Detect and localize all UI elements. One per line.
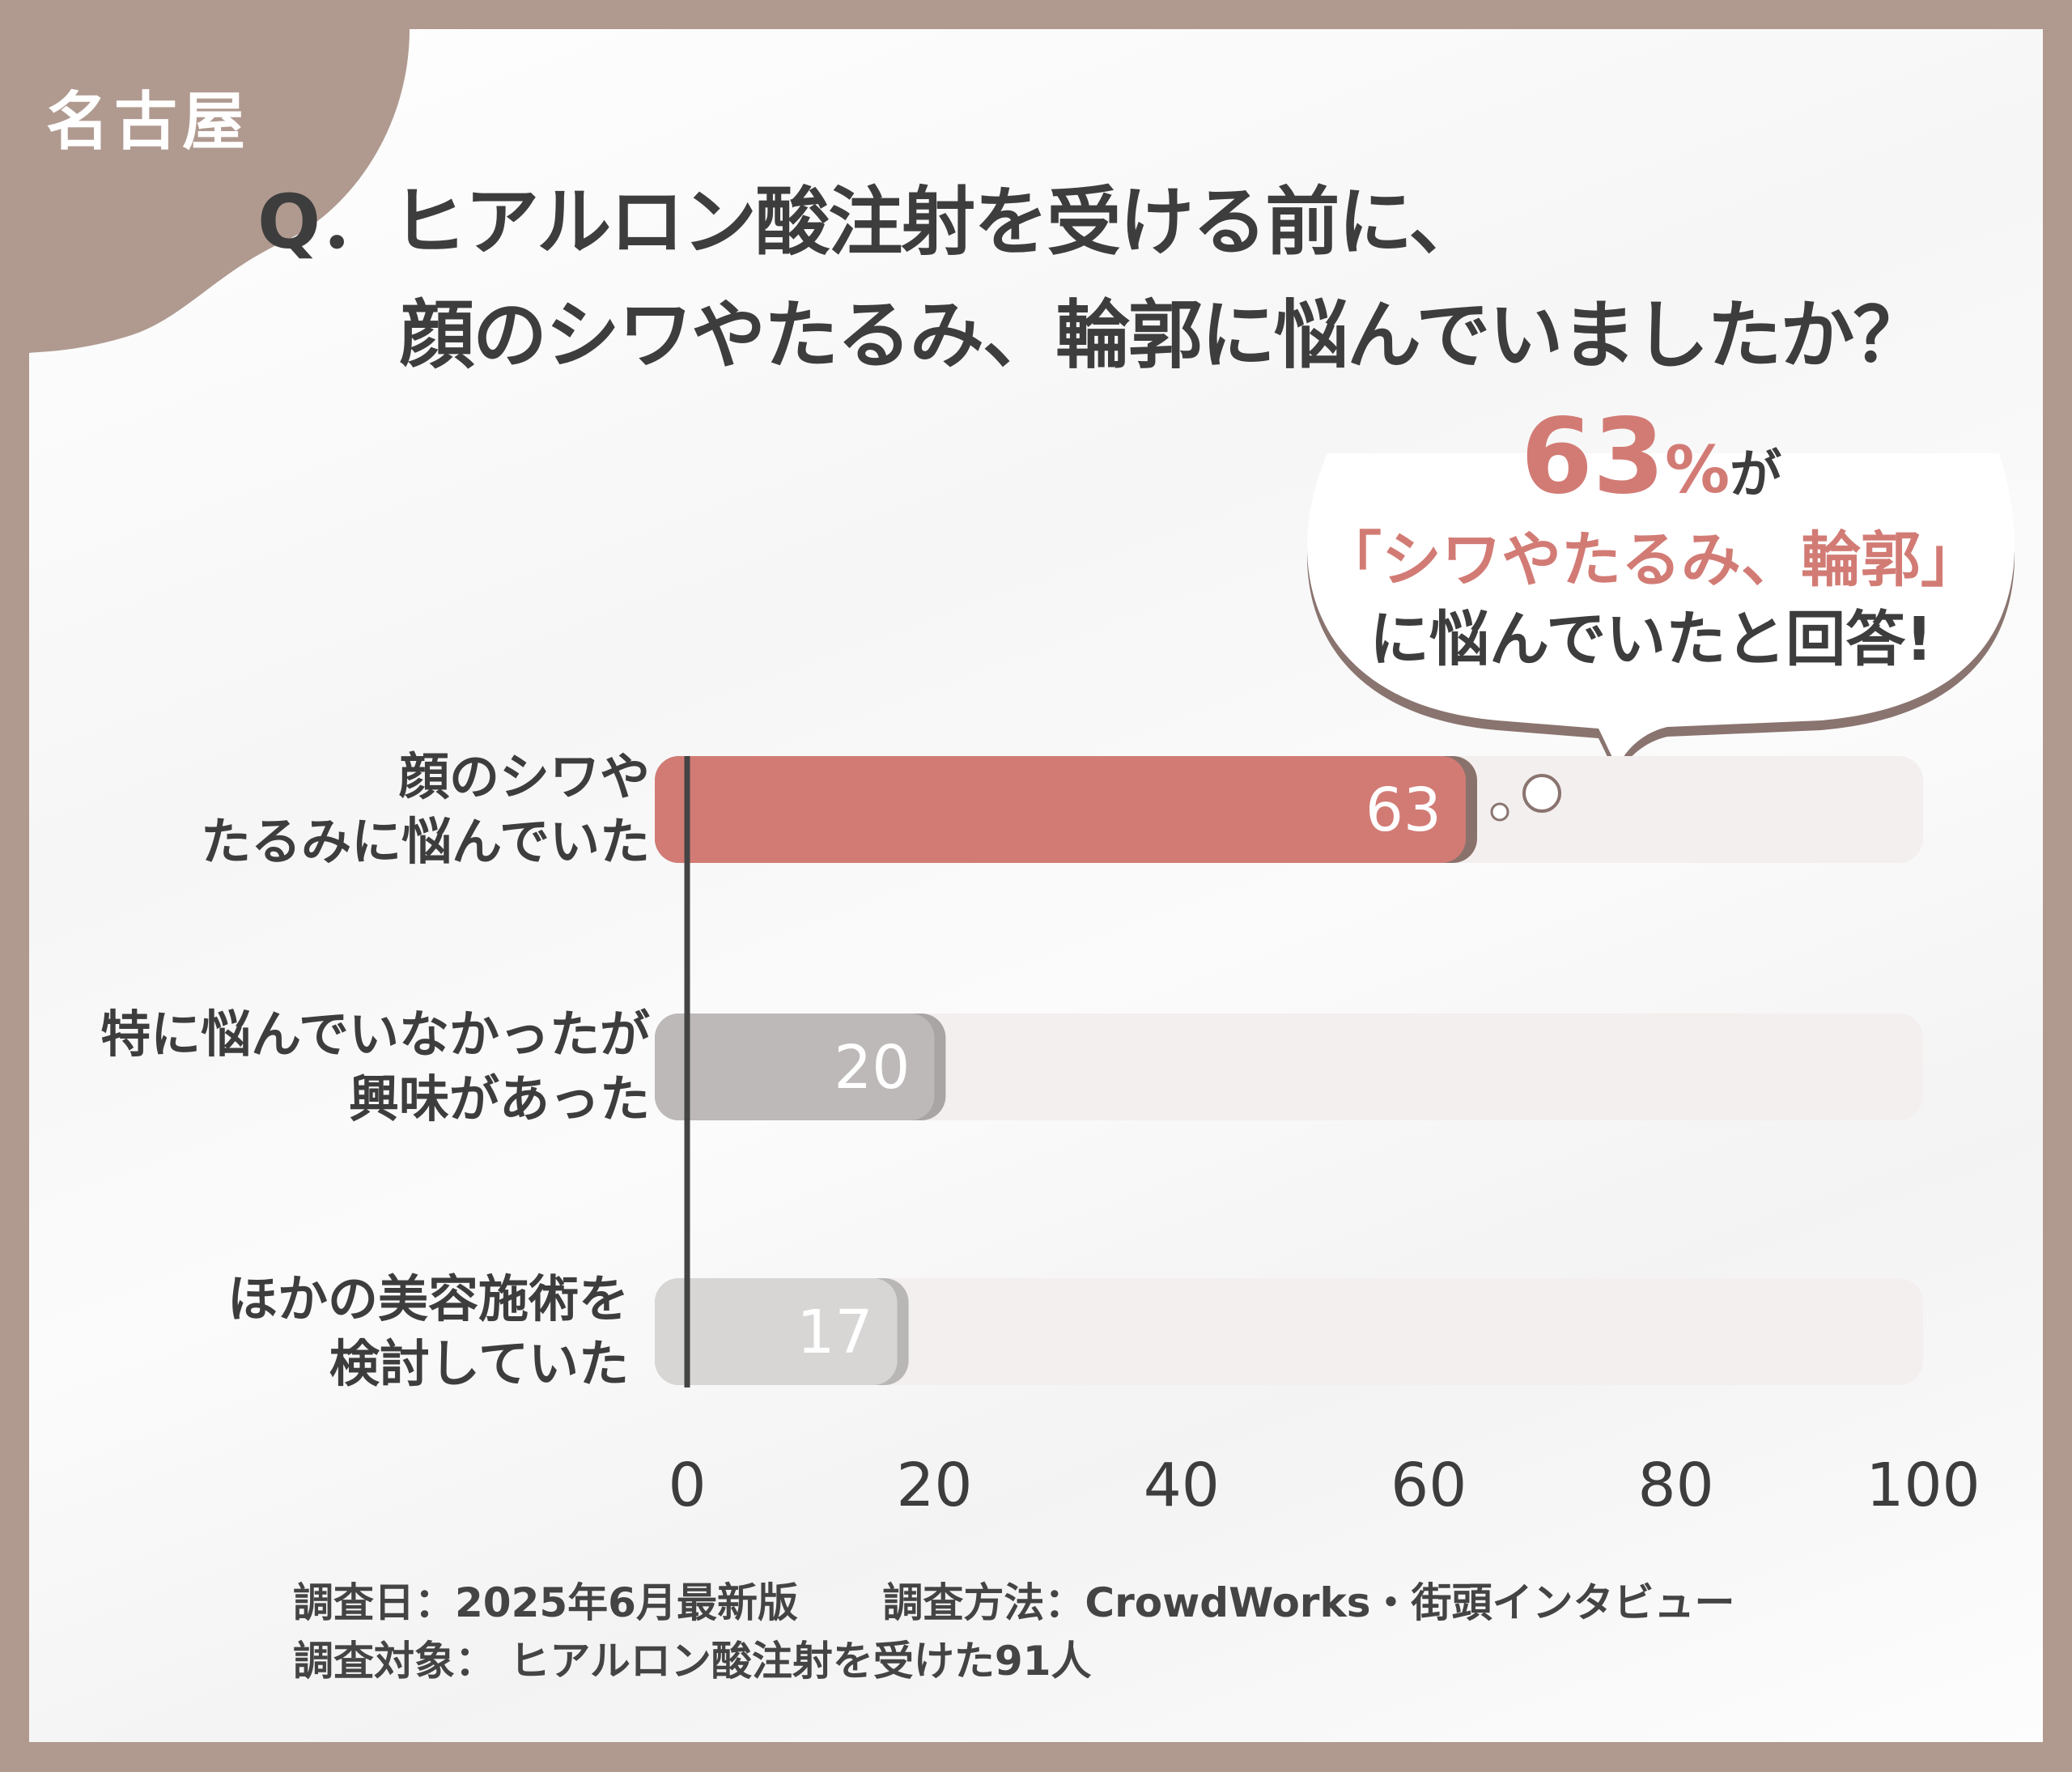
region-label: 名古屋 xyxy=(46,86,251,159)
callout-line-2: 「シワやたるみ、輪郭」 xyxy=(1322,525,1981,595)
category-label-line: 特に悩んでいなかったが xyxy=(100,1005,650,1064)
bar-value-label: 20 xyxy=(834,1033,910,1103)
bar-value-label: 17 xyxy=(796,1298,873,1367)
category-label: 顔のシワやたるみに悩んでいた xyxy=(201,745,650,874)
bar xyxy=(655,1013,935,1120)
bubble-dot xyxy=(1490,802,1509,822)
survey-date: 調査日：2025年6月最新版 xyxy=(293,1579,798,1626)
callout-number: 63 xyxy=(1520,397,1665,517)
category-label-line: 顔のシワや xyxy=(398,747,650,806)
callout-suffix: が xyxy=(1730,445,1782,505)
x-tick-label: 100 xyxy=(1866,1451,1980,1520)
category-label-line: 検討していた xyxy=(329,1334,629,1393)
category-label: ほかの美容施術を検討していた xyxy=(227,1267,629,1396)
bar xyxy=(655,1278,898,1385)
x-tick-label: 0 xyxy=(668,1451,706,1520)
bar xyxy=(655,756,1467,863)
x-tick-label: 40 xyxy=(1144,1451,1220,1520)
category-label-line: たるみに悩んでいた xyxy=(201,812,650,871)
category-label-line: 興味があった xyxy=(348,1069,650,1128)
category-label: 特に悩んでいなかったが 興味があった xyxy=(100,1002,650,1132)
bar-track xyxy=(687,1013,1923,1120)
category-label-line: ほかの美容施術を xyxy=(227,1269,629,1328)
x-tick-label: 20 xyxy=(896,1451,972,1520)
x-tick-label: 60 xyxy=(1391,1451,1467,1520)
title-line-2: 顔のシワやたるみ、輪郭に悩んでいましたか？ xyxy=(400,292,1927,379)
survey-target: 調査対象： ヒアルロン酸注射を受けた91人 xyxy=(293,1638,1092,1685)
bubble-dot xyxy=(1522,774,1561,813)
title-line-1: Q．ヒアルロン酸注射を受ける前に、 xyxy=(257,179,1484,266)
corner-decoration xyxy=(29,29,410,353)
bar-track xyxy=(687,1278,1923,1385)
callout-line-3: に悩んでいたと回答! xyxy=(1369,605,1934,674)
footer-line-1: 調査日：2025年6月最新版 調査方法：CrowdWorks・街頭インタビュー xyxy=(293,1570,1734,1629)
survey-method: 調査方法：CrowdWorks・街頭インタビュー xyxy=(882,1579,1735,1626)
callout-headline: 63%が xyxy=(1295,397,2007,517)
callout-percent: % xyxy=(1664,432,1730,508)
bar-value-label: 63 xyxy=(1365,776,1441,845)
infographic-card xyxy=(29,29,2043,1742)
x-tick-label: 80 xyxy=(1638,1451,1714,1520)
